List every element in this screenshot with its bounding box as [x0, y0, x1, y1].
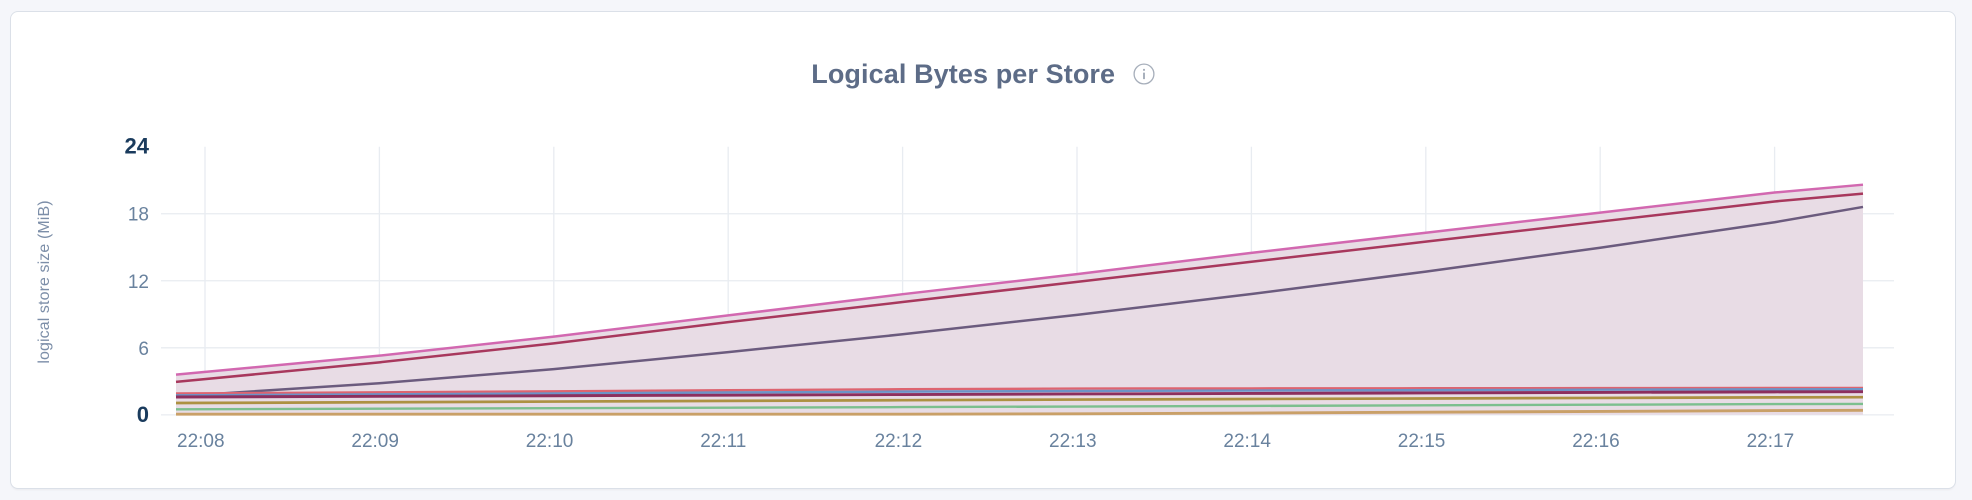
svg-text:24: 24: [125, 134, 150, 159]
svg-text:22:10: 22:10: [526, 431, 574, 452]
svg-text:22:16: 22:16: [1572, 431, 1620, 452]
svg-text:22:09: 22:09: [351, 431, 399, 452]
svg-text:12: 12: [128, 272, 149, 293]
svg-text:0: 0: [137, 402, 149, 427]
svg-text:18: 18: [128, 205, 149, 226]
svg-text:22:14: 22:14: [1223, 431, 1271, 452]
svg-text:22:12: 22:12: [875, 431, 923, 452]
svg-text:22:13: 22:13: [1049, 431, 1097, 452]
svg-text:22:17: 22:17: [1747, 431, 1795, 452]
svg-text:22:08: 22:08: [177, 431, 225, 452]
svg-text:22:15: 22:15: [1398, 431, 1446, 452]
svg-text:22:11: 22:11: [700, 431, 746, 452]
svg-text:6: 6: [138, 339, 149, 360]
